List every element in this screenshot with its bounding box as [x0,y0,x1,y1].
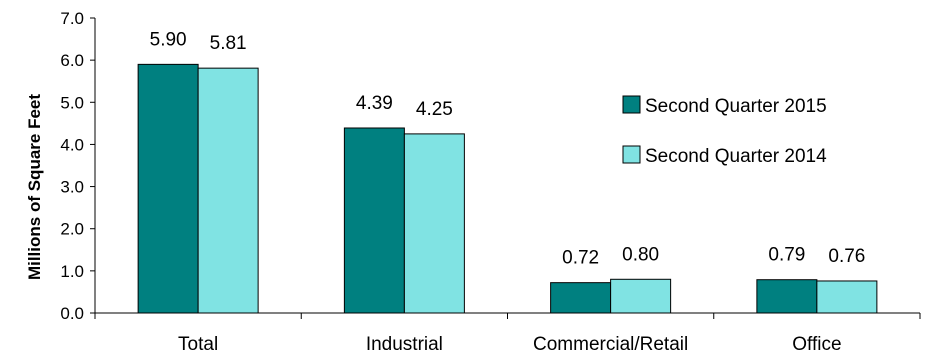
bar [610,278,672,314]
data-label: 5.81 [210,33,247,54]
data-label: 0.76 [828,246,865,267]
bar [756,279,818,314]
data-label: 0.80 [622,244,659,265]
x-category-label: Commercial/Retail [533,334,688,355]
y-tick-label: 5.0 [60,93,84,112]
bar [403,133,465,314]
legend-swatch [622,95,641,114]
bar [343,127,405,314]
data-label: 5.90 [150,29,187,50]
x-category-label: Total [178,334,218,355]
legend: Second Quarter 2015 Second Quarter 2014 [622,95,827,167]
y-tick-label: 7.0 [60,9,84,28]
bar [550,282,612,314]
y-tick-label: 4.0 [60,135,84,154]
bar [197,67,259,314]
data-label: 4.25 [416,99,453,120]
data-labels: 5.90 5.81 4.39 4.25 0.72 0.80 0.79 0.76 [150,29,866,268]
y-tick-label: 1.0 [60,262,84,281]
y-tick-label: 3.0 [60,178,84,197]
axes: 0.0 1.0 2.0 3.0 4.0 5.0 6.0 7.0 Total Industrial C… [60,9,921,355]
bars [137,63,878,314]
data-label: 0.72 [562,248,599,269]
x-category-label: Industrial [366,334,443,355]
y-axis-title: Millions of Square Feet [25,94,44,280]
y-tick-label: 2.0 [60,220,84,239]
data-label: 4.39 [356,93,393,114]
bar [816,280,878,314]
y-tick-label: 6.0 [60,51,84,70]
legend-label: Second Quarter 2014 [645,146,827,167]
x-category-label: Office [792,334,841,355]
legend-label: Second Quarter 2015 [645,96,827,117]
y-tick-label: 0.0 [60,304,84,323]
y-axis-label: Millions of Square Feet [25,94,44,280]
legend-swatch [622,145,641,164]
bar [137,63,199,314]
data-label: 0.79 [768,245,805,266]
